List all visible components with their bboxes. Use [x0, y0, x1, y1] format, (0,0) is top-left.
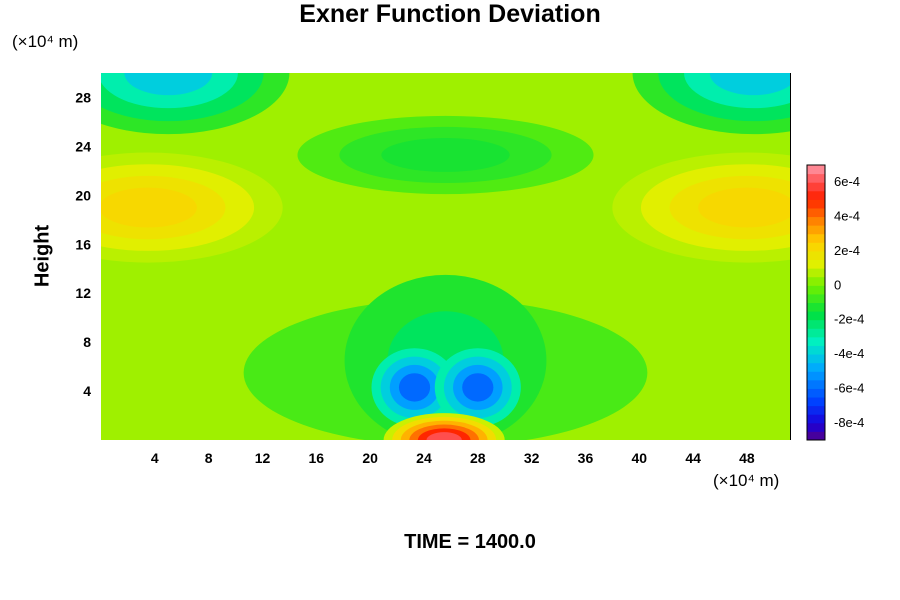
colorbar-swatch [807, 199, 825, 209]
colorbar-swatch [807, 225, 825, 235]
colorbar-swatch [807, 165, 825, 175]
colorbar-tick-label: 2e-4 [834, 243, 860, 258]
x-tick-label: 32 [524, 450, 540, 466]
colorbar-swatch [807, 242, 825, 252]
x-tick-label: 44 [685, 450, 701, 466]
x-tick-label: 40 [631, 450, 647, 466]
colorbar-swatch [807, 354, 825, 364]
y-axis-ticks: 4 8 12 16 20 24 28 [75, 89, 91, 399]
time-label: TIME = 1400.0 [404, 531, 536, 553]
x-tick-label: 24 [416, 450, 432, 466]
colorbar-swatch [807, 182, 825, 192]
y-tick-label: 24 [75, 138, 91, 154]
colorbar-swatch [807, 268, 825, 278]
x-tick-label: 4 [151, 450, 159, 466]
colorbar-tick-label: -2e-4 [834, 312, 864, 327]
contour-band [381, 137, 510, 172]
colorbar-swatch [807, 276, 825, 286]
colorbar-tick-label: -4e-4 [834, 346, 864, 361]
colorbar-swatch [807, 379, 825, 389]
colorbar-tick-label: 0 [834, 277, 841, 292]
colorbar-swatch [807, 173, 825, 183]
contour-band [398, 373, 431, 402]
contour-field [101, 73, 790, 440]
x-tick-label: 8 [205, 450, 213, 466]
colorbar-swatch [807, 233, 825, 243]
colorbar-swatch [807, 190, 825, 200]
chart-title: Exner Function Deviation [299, 0, 601, 28]
colorbar-swatch [807, 336, 825, 346]
contour-band [426, 432, 462, 440]
colorbar-tick-label: -6e-4 [834, 380, 864, 395]
colorbar-frame [806, 164, 826, 441]
contour-band [462, 373, 494, 402]
contour-band [709, 73, 790, 96]
colorbar-swatch [807, 285, 825, 295]
y-tick-label: 20 [75, 187, 91, 203]
colorbar-swatch [807, 431, 825, 441]
colorbar-swatch [807, 216, 825, 226]
colorbar-swatch [807, 405, 825, 415]
x-tick-label: 16 [309, 450, 325, 466]
x-tick-label: 28 [470, 450, 486, 466]
colorbar-swatch [807, 388, 825, 398]
contour-band [124, 73, 213, 96]
colorbar-swatch [807, 302, 825, 312]
colorbar-swatch [807, 422, 825, 432]
x-tick-label: 36 [578, 450, 594, 466]
y-tick-label: 12 [75, 285, 91, 301]
contour-band [698, 187, 790, 228]
colorbar-swatch [807, 371, 825, 381]
colorbar-swatch [807, 259, 825, 269]
y-tick-label: 28 [75, 89, 91, 105]
colorbar-swatch [807, 250, 825, 261]
colorbar-tick-label: 6e-4 [834, 174, 860, 189]
y-tick-label: 4 [83, 383, 91, 399]
colorbar-swatch [807, 207, 825, 218]
contour-band [101, 187, 197, 228]
x-tick-label: 48 [739, 450, 755, 466]
colorbar-swatch [807, 414, 825, 424]
y-tick-label: 8 [83, 334, 91, 350]
y-tick-label: 16 [75, 236, 91, 252]
colorbar-swatch [807, 345, 825, 355]
colorbar-swatch [807, 319, 825, 329]
colorbar-swatch [807, 397, 825, 407]
y-axis-unit: (×10⁴ m) [12, 32, 79, 51]
colorbar-swatch [807, 362, 825, 372]
colorbar-tick-label: -8e-4 [834, 415, 864, 430]
x-tick-label: 20 [362, 450, 378, 466]
colorbar-tick-label: 4e-4 [834, 209, 860, 224]
colorbar-swatch [807, 293, 825, 303]
colorbar: 6e-4 4e-4 2e-4 0 -2e-4 -4e-4 -6e-4 -8e-4 [806, 164, 864, 441]
x-axis-ticks: 4 8 12 16 20 24 28 32 36 40 44 48 [151, 450, 755, 466]
x-tick-label: 12 [255, 450, 271, 466]
x-axis-unit: (×10⁴ m) [713, 471, 780, 490]
colorbar-swatch [807, 311, 825, 321]
colorbar-swatch [807, 328, 825, 338]
